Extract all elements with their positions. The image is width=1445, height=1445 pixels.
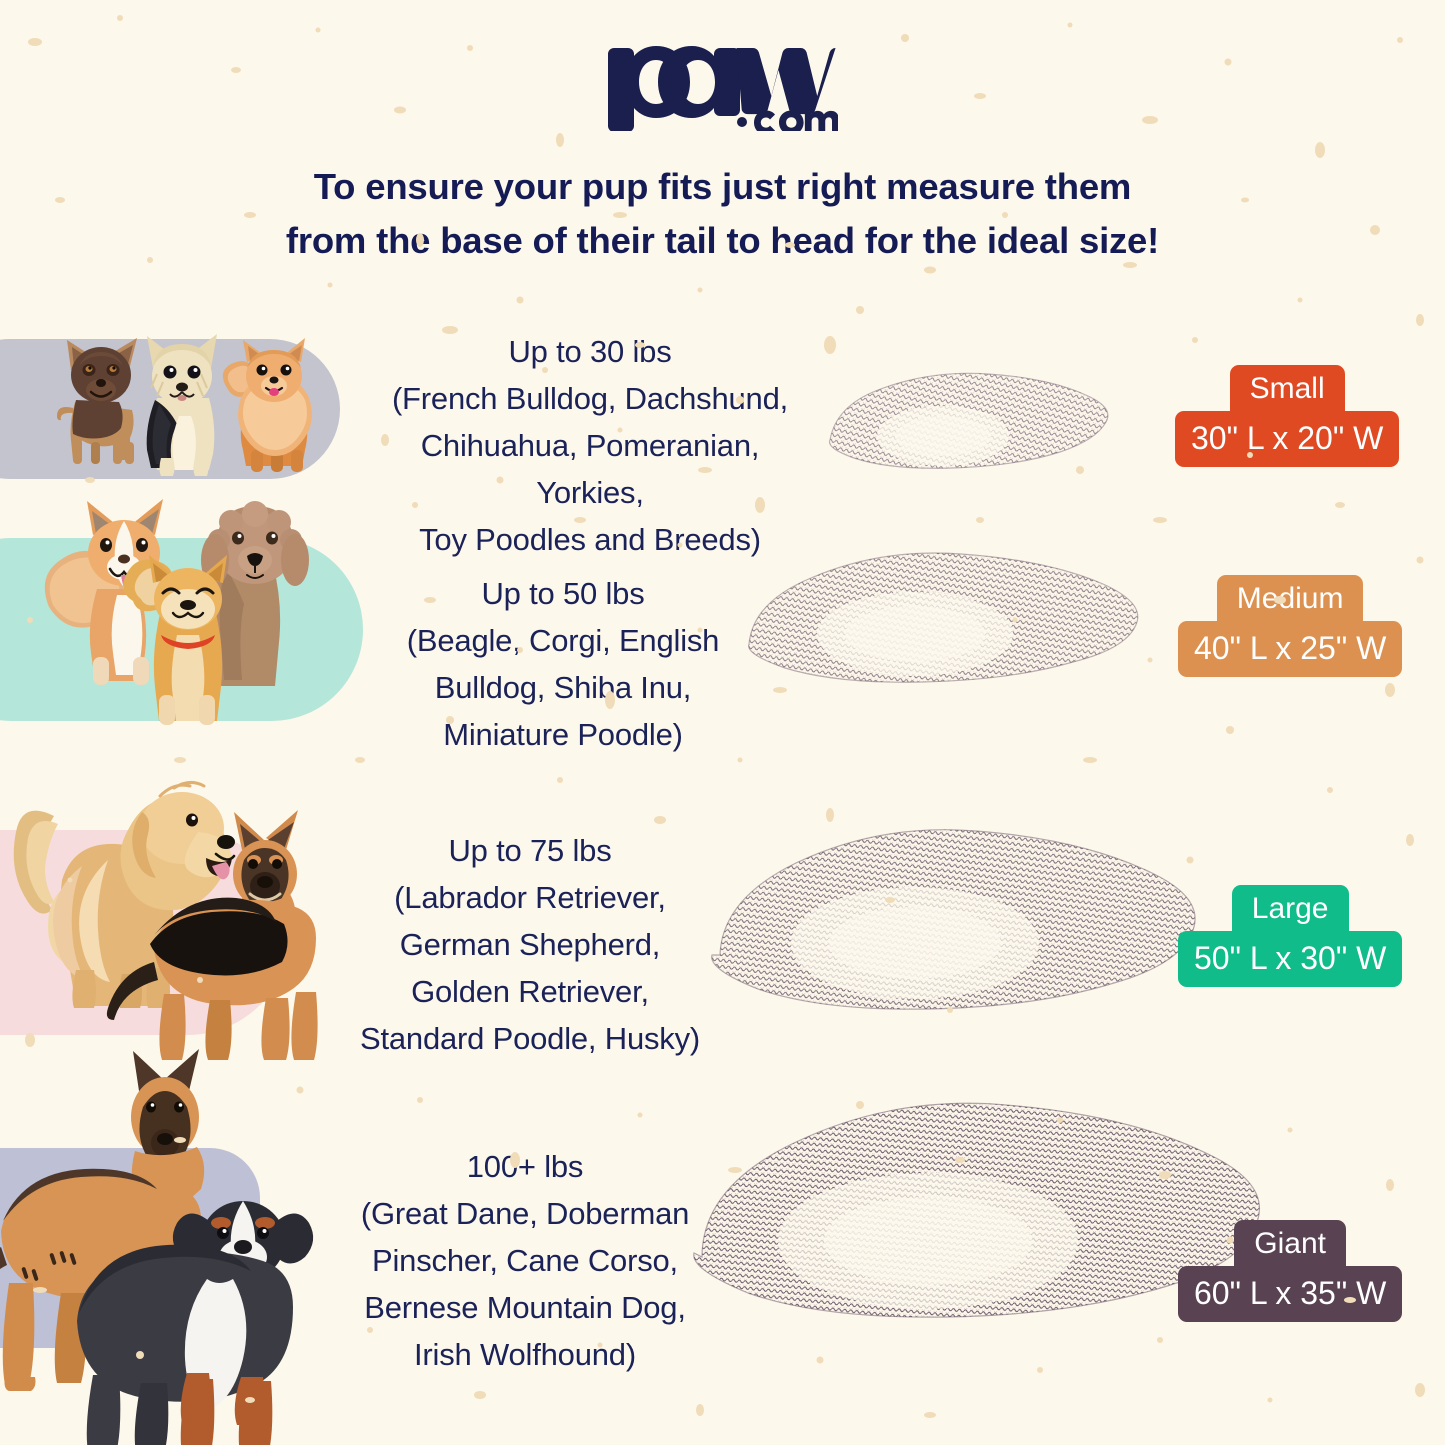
weight-label-medium: Up to 50 lbs	[481, 576, 645, 611]
dog-illustration-giant	[0, 1049, 340, 1445]
breeds-line-giant-1: (Great Dane, Doberman	[360, 1196, 690, 1232]
description-medium: Up to 50 lbs (Beagle, Corgi, English Bul…	[378, 570, 748, 758]
poodle-illustration	[201, 501, 309, 686]
size-dimensions-small: 30" L x 20" W	[1175, 411, 1400, 467]
bed-illustration-giant	[680, 1085, 1270, 1385]
size-dimensions-large: 50" L x 30" W	[1178, 931, 1403, 987]
paw-logo-icon	[607, 46, 838, 131]
page-headline: To ensure your pup fits just right measu…	[120, 160, 1325, 267]
breeds-line-medium-2: Bulldog, Shiba Inu,	[434, 670, 692, 706]
breeds-line-small-3: Toy Poodles and Breeds)	[419, 522, 761, 558]
size-dimensions-medium: 40" L x 25" W	[1178, 621, 1403, 677]
size-badge-giant: Giant 60" L x 35" W	[1178, 1220, 1403, 1322]
size-label-small: Small	[1229, 365, 1345, 414]
breeds-line-giant-4: Irish Wolfhound)	[414, 1337, 636, 1373]
description-small: Up to 30 lbs (French Bulldog, Dachshund,…	[365, 328, 815, 564]
weight-label-small: Up to 30 lbs	[508, 334, 672, 369]
bernese-mountain-dog-illustration	[77, 1201, 314, 1445]
description-large: Up to 75 lbs (Labrador Retriever, German…	[335, 827, 725, 1063]
weight-label-large: Up to 75 lbs	[448, 833, 612, 868]
size-label-medium: Medium	[1216, 575, 1364, 624]
breeds-line-small-2: Chihuahua, Pomeranian, Yorkies,	[420, 428, 760, 511]
breeds-line-medium-3: Miniature Poodle)	[443, 717, 683, 753]
shiba-inu-illustration	[123, 555, 227, 725]
bed-illustration-medium	[735, 538, 1155, 718]
weight-label-giant: 100+ lbs	[466, 1149, 584, 1184]
breeds-line-large-4: Standard Poodle, Husky)	[359, 1021, 701, 1057]
breeds-line-large-1: (Labrador Retriever,	[394, 880, 666, 916]
breeds-line-giant-3: Bernese Mountain Dog,	[364, 1290, 686, 1326]
dog-illustration-large	[10, 770, 360, 1060]
bed-illustration-small	[818, 360, 1118, 500]
size-badge-large: Large 50" L x 30" W	[1178, 885, 1403, 987]
breeds-line-medium-1: (Beagle, Corgi, English	[406, 623, 720, 659]
breeds-line-giant-2: Pinscher, Cane Corso,	[372, 1243, 678, 1279]
size-badge-medium: Medium 40" L x 25" W	[1178, 575, 1403, 677]
headline-line-1: To ensure your pup fits just right measu…	[313, 166, 1132, 207]
size-label-giant: Giant	[1234, 1220, 1346, 1269]
breeds-line-large-3: Golden Retriever,	[411, 974, 649, 1010]
bed-illustration-large	[700, 815, 1210, 1060]
size-badge-small: Small 30" L x 20" W	[1175, 365, 1400, 467]
yorkshire-terrier-illustration	[146, 334, 217, 476]
description-giant: 100+ lbs (Great Dane, Doberman Pinscher,…	[335, 1143, 715, 1379]
size-label-large: Large	[1231, 885, 1349, 934]
breeds-line-large-2: German Shepherd,	[399, 927, 661, 963]
german-shepherd-illustration	[106, 810, 318, 1060]
headline-line-2: from the base of their tail to head for …	[285, 219, 1160, 261]
dog-illustration-medium	[35, 497, 355, 732]
chihuahua-illustration	[57, 338, 137, 464]
size-dimensions-giant: 60" L x 35" W	[1178, 1266, 1403, 1322]
pomeranian-illustration	[222, 338, 312, 472]
corgi-illustration	[44, 499, 163, 685]
dog-illustration-small	[55, 330, 355, 490]
brand-logo[interactable]	[0, 26, 1445, 136]
breeds-line-small-1: (French Bulldog, Dachshund,	[391, 381, 789, 417]
